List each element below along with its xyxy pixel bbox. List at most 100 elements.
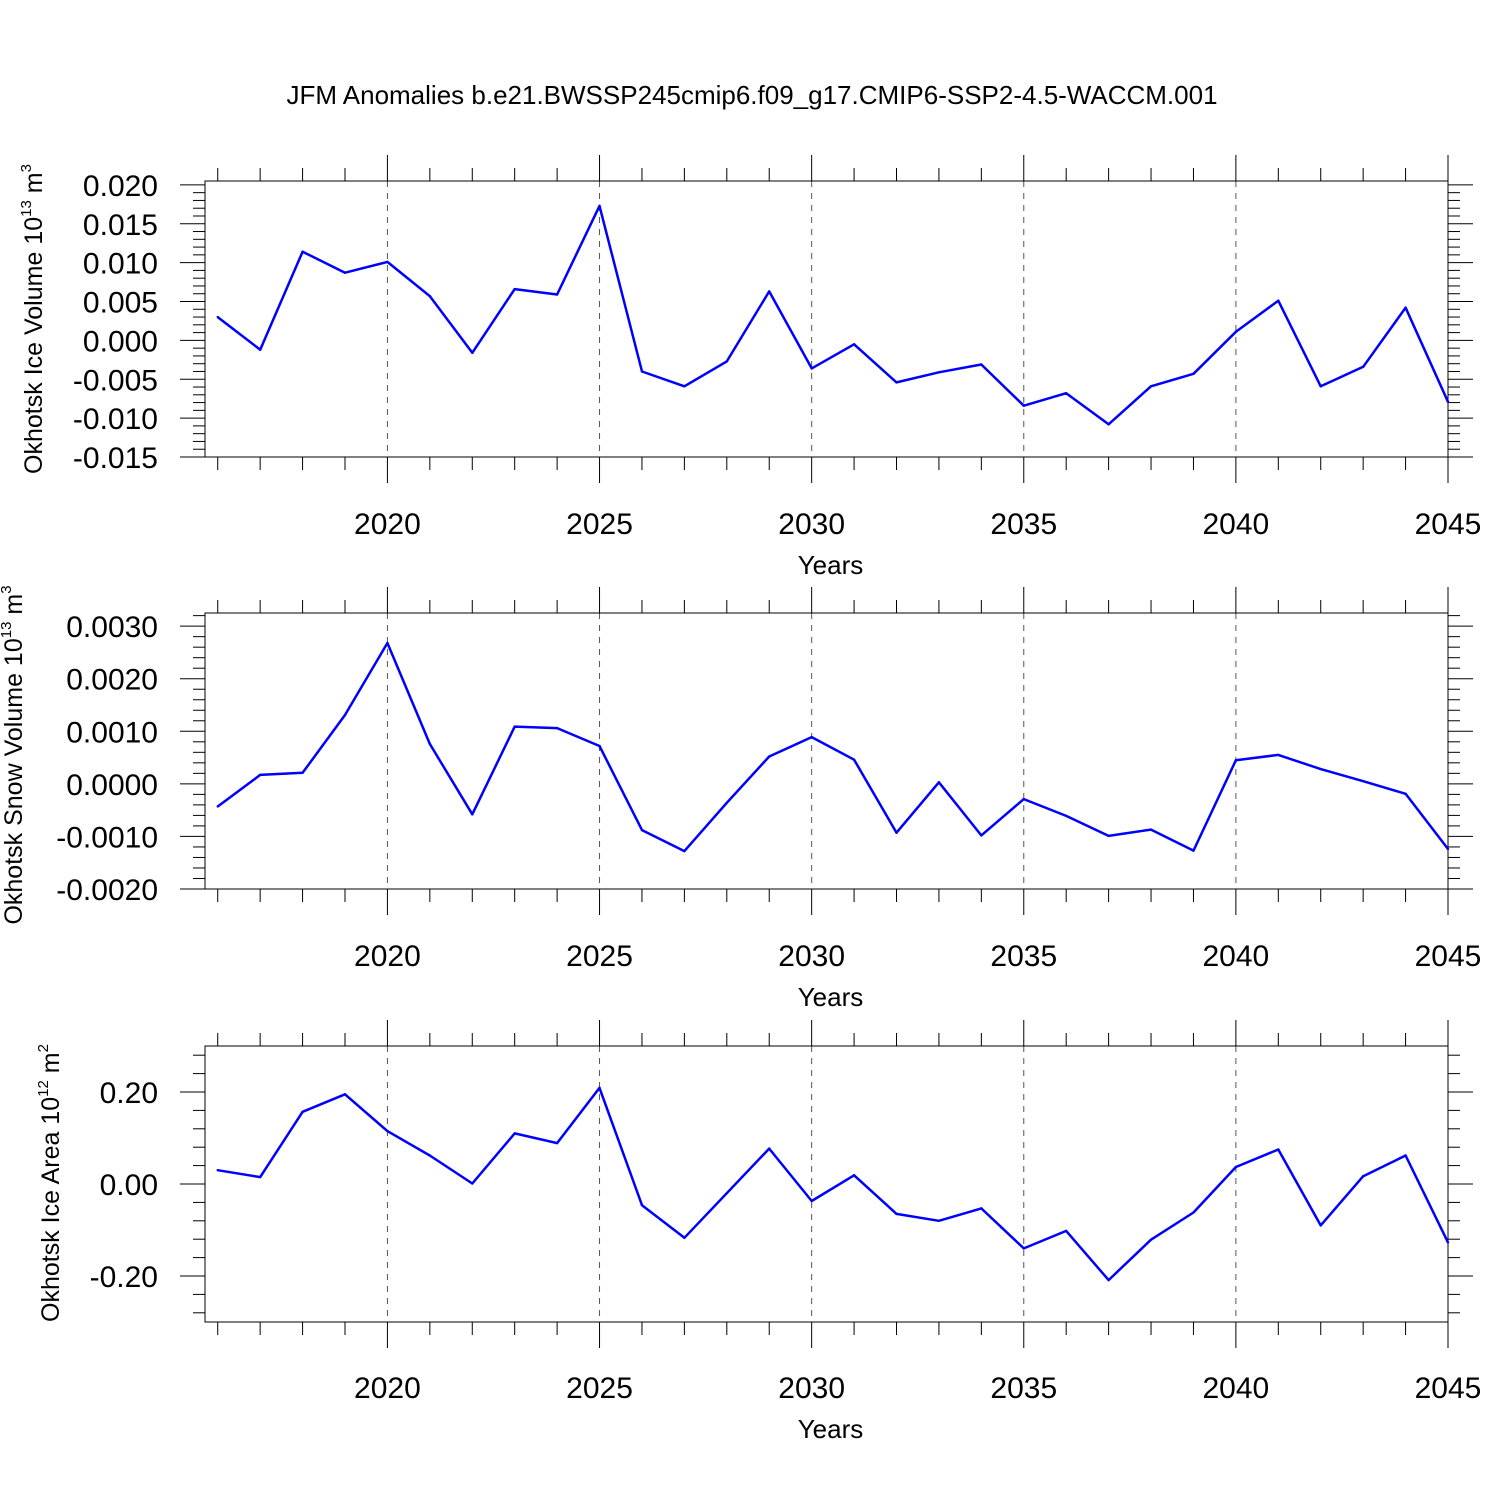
y-tick-label: 0.0030	[66, 611, 158, 644]
panel-1: -0.015 -0.010 -0.005 0.000 0.005 0.010 0.015 0.…	[18, 155, 1481, 580]
data-point	[1446, 1241, 1450, 1244]
data-point	[1107, 423, 1110, 426]
data-point	[1277, 299, 1280, 302]
data-point	[1319, 1224, 1322, 1227]
y-axis-label-part: m	[20, 172, 48, 200]
x-tick-label: 2045	[1415, 940, 1482, 973]
data-point	[1361, 780, 1365, 783]
data-point	[1192, 1211, 1195, 1214]
data-point	[852, 343, 856, 346]
y-tick-label: 0.020	[83, 170, 158, 203]
data-point	[428, 742, 432, 746]
x-axis-label: Years	[798, 1414, 864, 1444]
plot-frame	[204, 180, 1449, 458]
data-point	[852, 1174, 856, 1177]
data-point	[555, 726, 559, 730]
plot-frame	[204, 612, 1449, 890]
data-point	[1234, 759, 1238, 762]
data-point	[683, 849, 686, 853]
x-tick-label: 2040	[1203, 940, 1270, 973]
data-point	[1234, 330, 1238, 334]
data-point	[980, 834, 983, 837]
y-axis-label-part: 3	[18, 164, 35, 172]
data-point	[1022, 404, 1025, 407]
data-point	[555, 293, 559, 296]
y-axis-label-part: 2	[35, 1044, 52, 1052]
data-point	[1064, 392, 1068, 395]
data-point	[513, 1132, 516, 1135]
y-tick-label: 0.20	[100, 1077, 158, 1110]
y-axis-label-part: Okhotsk Snow Volume 10	[0, 638, 28, 924]
data-point	[343, 713, 347, 717]
data-point	[471, 351, 474, 355]
data-point	[640, 828, 644, 832]
data-point	[216, 805, 219, 808]
data-point	[1361, 365, 1365, 369]
x-tick-label: 2025	[566, 1372, 633, 1405]
y-tick-label: 0.005	[83, 287, 158, 320]
y-tick-label: -0.0010	[56, 821, 158, 854]
data-point	[428, 1154, 432, 1157]
x-tick-label: 2025	[566, 940, 633, 973]
x-tick-label: 2025	[566, 508, 633, 541]
data-point	[1446, 847, 1450, 851]
x-tick-label: 2045	[1415, 508, 1482, 541]
data-point	[1446, 400, 1450, 403]
y-tick-label: -0.0020	[56, 874, 158, 907]
y-tick-label: -0.20	[90, 1261, 158, 1294]
data-point	[810, 367, 813, 370]
data-point	[683, 385, 686, 388]
data-point	[937, 1219, 941, 1223]
data-point	[598, 744, 601, 748]
data-point	[471, 1182, 474, 1185]
data-point	[1022, 797, 1025, 801]
data-point	[1022, 1247, 1025, 1250]
data-point	[513, 725, 516, 728]
plot-frame	[204, 1045, 1449, 1323]
y-axis-label-part: 13	[0, 622, 15, 639]
data-point	[768, 290, 771, 293]
data-point	[301, 250, 304, 253]
x-tick-label: 2020	[354, 1372, 421, 1405]
data-point	[1064, 1229, 1068, 1233]
data-point	[852, 758, 856, 761]
x-tick-label: 2035	[990, 1372, 1057, 1405]
data-point	[640, 1203, 644, 1207]
series-line	[216, 204, 1450, 426]
y-axis-label-part: 3	[0, 585, 15, 593]
data-point	[980, 1207, 983, 1210]
x-tick-label: 2020	[354, 508, 421, 541]
y-tick-label: 0.0020	[66, 664, 158, 697]
data-point	[810, 735, 813, 739]
data-point	[258, 773, 262, 777]
series-line	[217, 1086, 1450, 1282]
x-tick-label: 2020	[354, 940, 421, 973]
y-axis-label-part: Okhotsk Ice Area 10	[37, 1097, 65, 1322]
data-point	[258, 1175, 262, 1179]
data-point	[555, 1141, 559, 1145]
data-point	[725, 360, 729, 363]
data-point	[640, 370, 644, 373]
data-point	[1149, 1238, 1153, 1241]
y-tick-label: 0.010	[83, 248, 158, 281]
y-axis-label: Okhotsk Ice Volume 1013 m3	[18, 164, 48, 474]
data-point	[768, 755, 771, 758]
data-point	[258, 348, 262, 351]
y-tick-label: 0.000	[83, 325, 158, 358]
x-tick-label: 2030	[778, 940, 845, 973]
x-tick-label: 2030	[778, 508, 845, 541]
data-point	[513, 287, 516, 291]
data-point	[1404, 306, 1407, 309]
y-axis-label: Okhotsk Snow Volume 1013 m3	[0, 585, 28, 924]
y-axis-label-part: m	[37, 1052, 65, 1080]
data-point	[1319, 385, 1322, 388]
x-axis-label: Years	[798, 982, 864, 1012]
data-point	[216, 315, 219, 319]
data-point	[1064, 814, 1068, 818]
data-point	[386, 260, 389, 264]
data-point	[1149, 385, 1153, 388]
data-point	[895, 381, 898, 384]
data-point	[895, 831, 898, 834]
data-point	[980, 363, 983, 366]
